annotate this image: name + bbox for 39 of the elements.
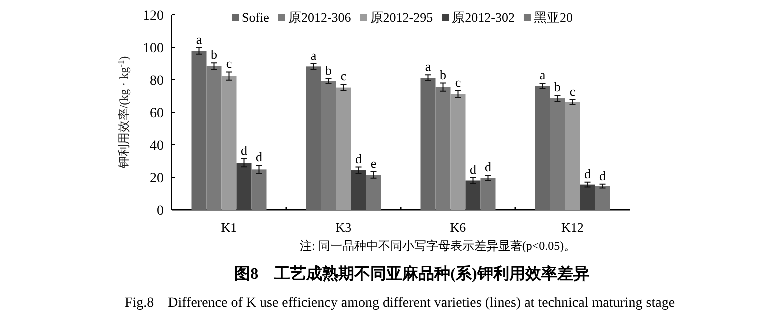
- legend-label: Sofie: [242, 10, 270, 25]
- y-tick-label: 120: [143, 9, 164, 24]
- data-label: a: [310, 48, 317, 63]
- legend-label: 原2012-306: [288, 10, 352, 25]
- data-label: a: [540, 68, 546, 83]
- text: 注: 同一品种中不同小写字母表示差异显著(p<0.05)。: [300, 239, 576, 253]
- data-label: e: [370, 156, 377, 171]
- text: Fig.8 Difference of K use efficiency among different varieties (lines) at technical maturing stage: [124, 296, 676, 311]
- data-label: d: [356, 151, 362, 166]
- data-label: c: [340, 68, 347, 84]
- y-tick-label: 100: [143, 42, 164, 56]
- data-label: c: [455, 75, 462, 90]
- data-label: d: [485, 160, 492, 175]
- data-label: d: [241, 142, 248, 158]
- data-label: d: [600, 168, 606, 184]
- data-label: a: [196, 32, 202, 47]
- legend-label: 原2012-302: [452, 10, 515, 25]
- data-label: c: [570, 84, 576, 99]
- text: 图8 工艺成熟期不同亚麻品种(系)钾利用效率差异: [234, 264, 590, 283]
- legend-label: 原2012-295: [370, 10, 434, 25]
- data-label: c: [226, 56, 232, 72]
- y-tick-label: 0: [157, 204, 164, 219]
- x-tick-label: K6: [450, 220, 467, 235]
- y-tick-label: 20: [150, 172, 164, 186]
- legend-label: 黑亚20: [534, 10, 573, 25]
- data-label: b: [211, 47, 218, 62]
- data-label: d: [470, 162, 477, 177]
- x-tick-label: K1: [221, 220, 238, 235]
- y-tick-label: 80: [150, 74, 164, 89]
- data-label: b: [554, 80, 561, 95]
- y-tick-label: 60: [150, 106, 164, 122]
- data-label: b: [440, 67, 446, 82]
- data-label: d: [256, 150, 263, 165]
- data-label: d: [584, 166, 592, 182]
- data-label: b: [326, 62, 332, 78]
- y-tick-label: 40: [150, 139, 164, 154]
- x-tick-label: K3: [336, 220, 352, 235]
- x-tick-label: K12: [562, 220, 584, 235]
- data-label: a: [425, 59, 432, 74]
